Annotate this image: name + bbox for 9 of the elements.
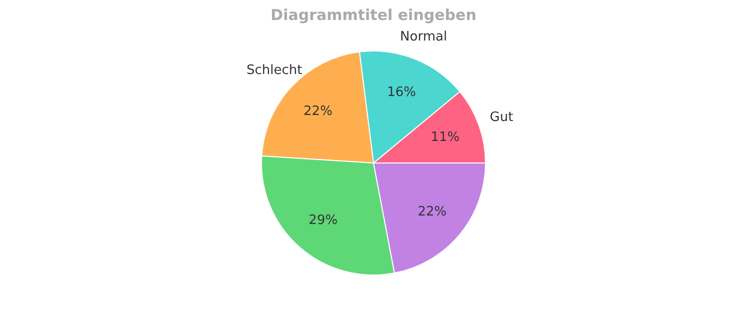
slice-label: Gut: [490, 110, 514, 125]
chart-title: Diagrammtitel eingeben: [270, 6, 476, 24]
data-label: 29%: [308, 213, 338, 228]
data-label: 16%: [387, 85, 416, 100]
slice-label: Normal: [400, 30, 448, 45]
data-label: 22%: [418, 204, 447, 220]
data-label: 22%: [304, 104, 332, 119]
data-label: 11%: [430, 130, 460, 146]
slice-label: Schlecht: [246, 62, 302, 78]
